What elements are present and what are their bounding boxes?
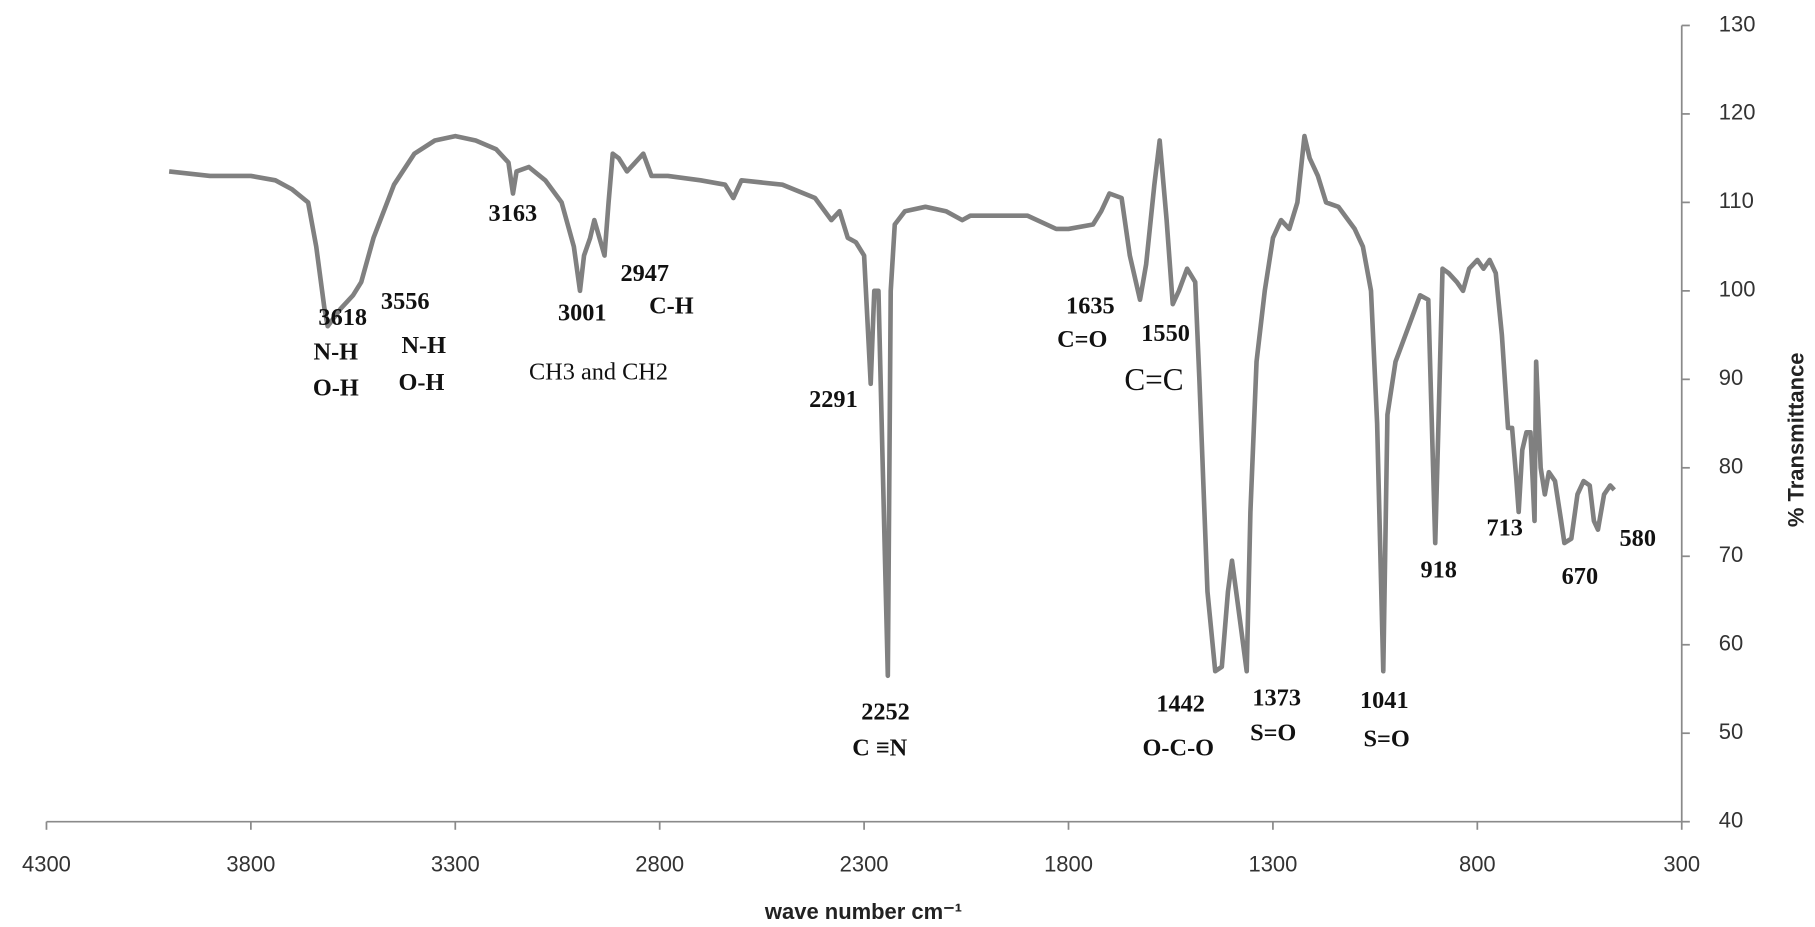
x-tick-label: 300: [1663, 851, 1700, 876]
annotation: 1442: [1156, 691, 1205, 718]
annotation: O-H: [313, 375, 359, 402]
annotation: 580: [1620, 525, 1656, 552]
annotation: 670: [1562, 563, 1598, 590]
annotation: C ≡N: [852, 735, 907, 762]
annotation: 1041: [1360, 687, 1409, 714]
annotation: N-H: [314, 339, 359, 366]
y-tick-label: 60: [1719, 631, 1743, 656]
annotation: C-H: [649, 292, 694, 319]
y-tick-label: 110: [1719, 188, 1754, 213]
annotation: 2947: [620, 260, 669, 287]
annotation: 3618: [318, 304, 367, 331]
y-tick-label: 90: [1719, 365, 1743, 390]
y-tick-label: 130: [1719, 11, 1756, 36]
y-tick-label: 50: [1719, 719, 1743, 744]
annotation: S=O: [1250, 719, 1296, 746]
x-tick-label: 4300: [22, 851, 71, 876]
annotation: 1373: [1252, 685, 1301, 712]
x-tick-label: 2800: [635, 851, 684, 876]
annotation: 918: [1420, 556, 1456, 583]
annotation: S=O: [1363, 725, 1409, 752]
annotation: O-H: [398, 369, 444, 396]
annotation: 1550: [1141, 320, 1190, 347]
x-tick-label: 2300: [840, 851, 889, 876]
annotation: 713: [1486, 515, 1522, 542]
x-tick-label: 1300: [1248, 851, 1297, 876]
y-tick-label: 40: [1719, 807, 1743, 832]
annotation: 3001: [558, 299, 607, 326]
x-tick-label: 1800: [1044, 851, 1093, 876]
annotation: 2291: [809, 386, 858, 413]
annotation: 3556: [381, 288, 430, 315]
annotation: C=O: [1057, 326, 1107, 353]
y-axis-label: % Transmittance: [1783, 352, 1808, 527]
annotation: O-C-O: [1143, 735, 1215, 762]
x-axis-label: wave number cm⁻¹: [764, 899, 962, 924]
x-tick-label: 3800: [226, 851, 275, 876]
y-tick-label: 70: [1719, 542, 1743, 567]
y-tick-label: 100: [1719, 277, 1756, 302]
annotation: C=C: [1124, 362, 1183, 397]
x-tick-label: 3300: [431, 851, 480, 876]
spectrum-line: [168, 133, 1616, 679]
annotation: 2252: [861, 699, 910, 726]
x-tick-label: 800: [1459, 851, 1496, 876]
annotation: 1635: [1066, 292, 1115, 319]
annotation: CH3 and CH2: [529, 358, 668, 385]
y-tick-label: 120: [1719, 100, 1756, 125]
annotation: N-H: [401, 332, 446, 359]
annotation: 3163: [489, 200, 538, 227]
y-tick-label: 80: [1719, 454, 1743, 479]
